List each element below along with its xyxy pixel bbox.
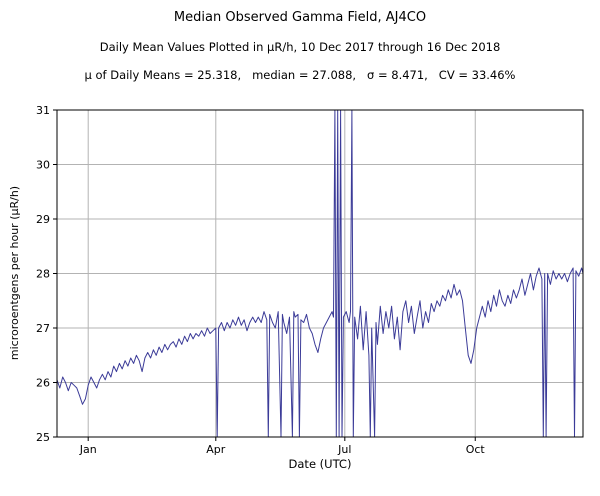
y-tick-label: 25 [36,431,50,444]
chart-title: Median Observed Gamma Field, AJ4CO [173,10,427,25]
y-tick-label: 27 [36,322,50,335]
chart-stats: μ of Daily Means = 25.318, median = 27.0… [84,68,516,82]
x-axis-label: Date (UTC) [289,457,352,471]
x-tick-label: Jan [79,443,97,456]
chart-subtitle: Daily Mean Values Plotted in μR/h, 10 De… [99,40,501,54]
y-tick-label: 26 [36,377,50,390]
y-tick-label: 30 [36,159,50,172]
y-tick-label: 29 [36,213,50,226]
y-axis-label: microroentgens per hour (μR/h) [8,186,21,360]
y-tick-label: 31 [36,104,50,117]
x-tick-label: Oct [466,443,486,456]
y-tick-label: 28 [36,268,50,281]
data-line [56,109,584,438]
x-tick-label: Jul [337,443,351,456]
x-tick-label: Apr [206,443,226,456]
